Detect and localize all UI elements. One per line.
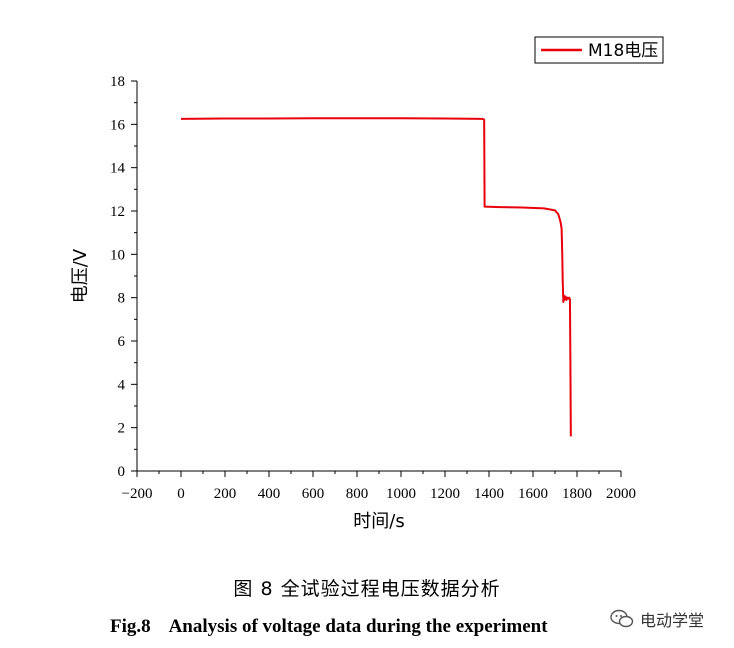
figure-caption-english: Fig.8 Analysis of voltage data during th…	[110, 616, 548, 637]
x-tick-label: 1800	[562, 486, 592, 502]
x-tick-label: 0	[177, 486, 185, 502]
y-tick-label: 4	[118, 377, 126, 393]
y-tick-label: 18	[110, 74, 125, 90]
watermark: 电动学堂	[610, 607, 704, 631]
y-tick-label: 12	[110, 204, 125, 220]
x-tick-label: 800	[346, 486, 369, 502]
figure-caption-chinese: 图 8 全试验过程电压数据分析	[233, 578, 501, 600]
x-axis-label: 时间/s	[353, 511, 404, 532]
legend: M18电压	[534, 36, 664, 64]
x-tick-label: 2000	[606, 486, 636, 502]
legend-label: M18电压	[588, 41, 658, 61]
y-tick-label: 10	[110, 247, 125, 263]
x-tick-label: 600	[302, 486, 325, 502]
y-axis-label: 电压/V	[70, 248, 91, 303]
ticks: −200 0 200 400 600 800 1000 1200 1400 1600 1800 200…	[110, 74, 636, 502]
y-tick-label: 8	[118, 291, 126, 307]
x-tick-label: −200	[122, 486, 153, 502]
wechat-icon	[610, 609, 634, 628]
watermark-text: 电动学堂	[640, 611, 705, 630]
chart: −200 0 200 400 600 800 1000 1200 1400 1600 1800 200…	[70, 36, 664, 532]
y-tick-label: 0	[118, 464, 126, 480]
y-tick-label: 6	[118, 334, 126, 350]
axes	[136, 81, 621, 472]
x-tick-label: 400	[258, 486, 281, 502]
y-tick-label: 16	[110, 117, 126, 133]
x-tick-label: 1200	[430, 486, 460, 502]
series-line	[180, 117, 572, 437]
series-layer	[180, 117, 572, 437]
x-tick-label: 200	[214, 486, 237, 502]
x-tick-label: 1600	[518, 486, 548, 502]
y-tick-label: 14	[110, 161, 126, 177]
x-tick-label: 1400	[474, 486, 504, 502]
y-tick-label: 2	[118, 421, 126, 437]
x-tick-label: 1000	[386, 486, 416, 502]
